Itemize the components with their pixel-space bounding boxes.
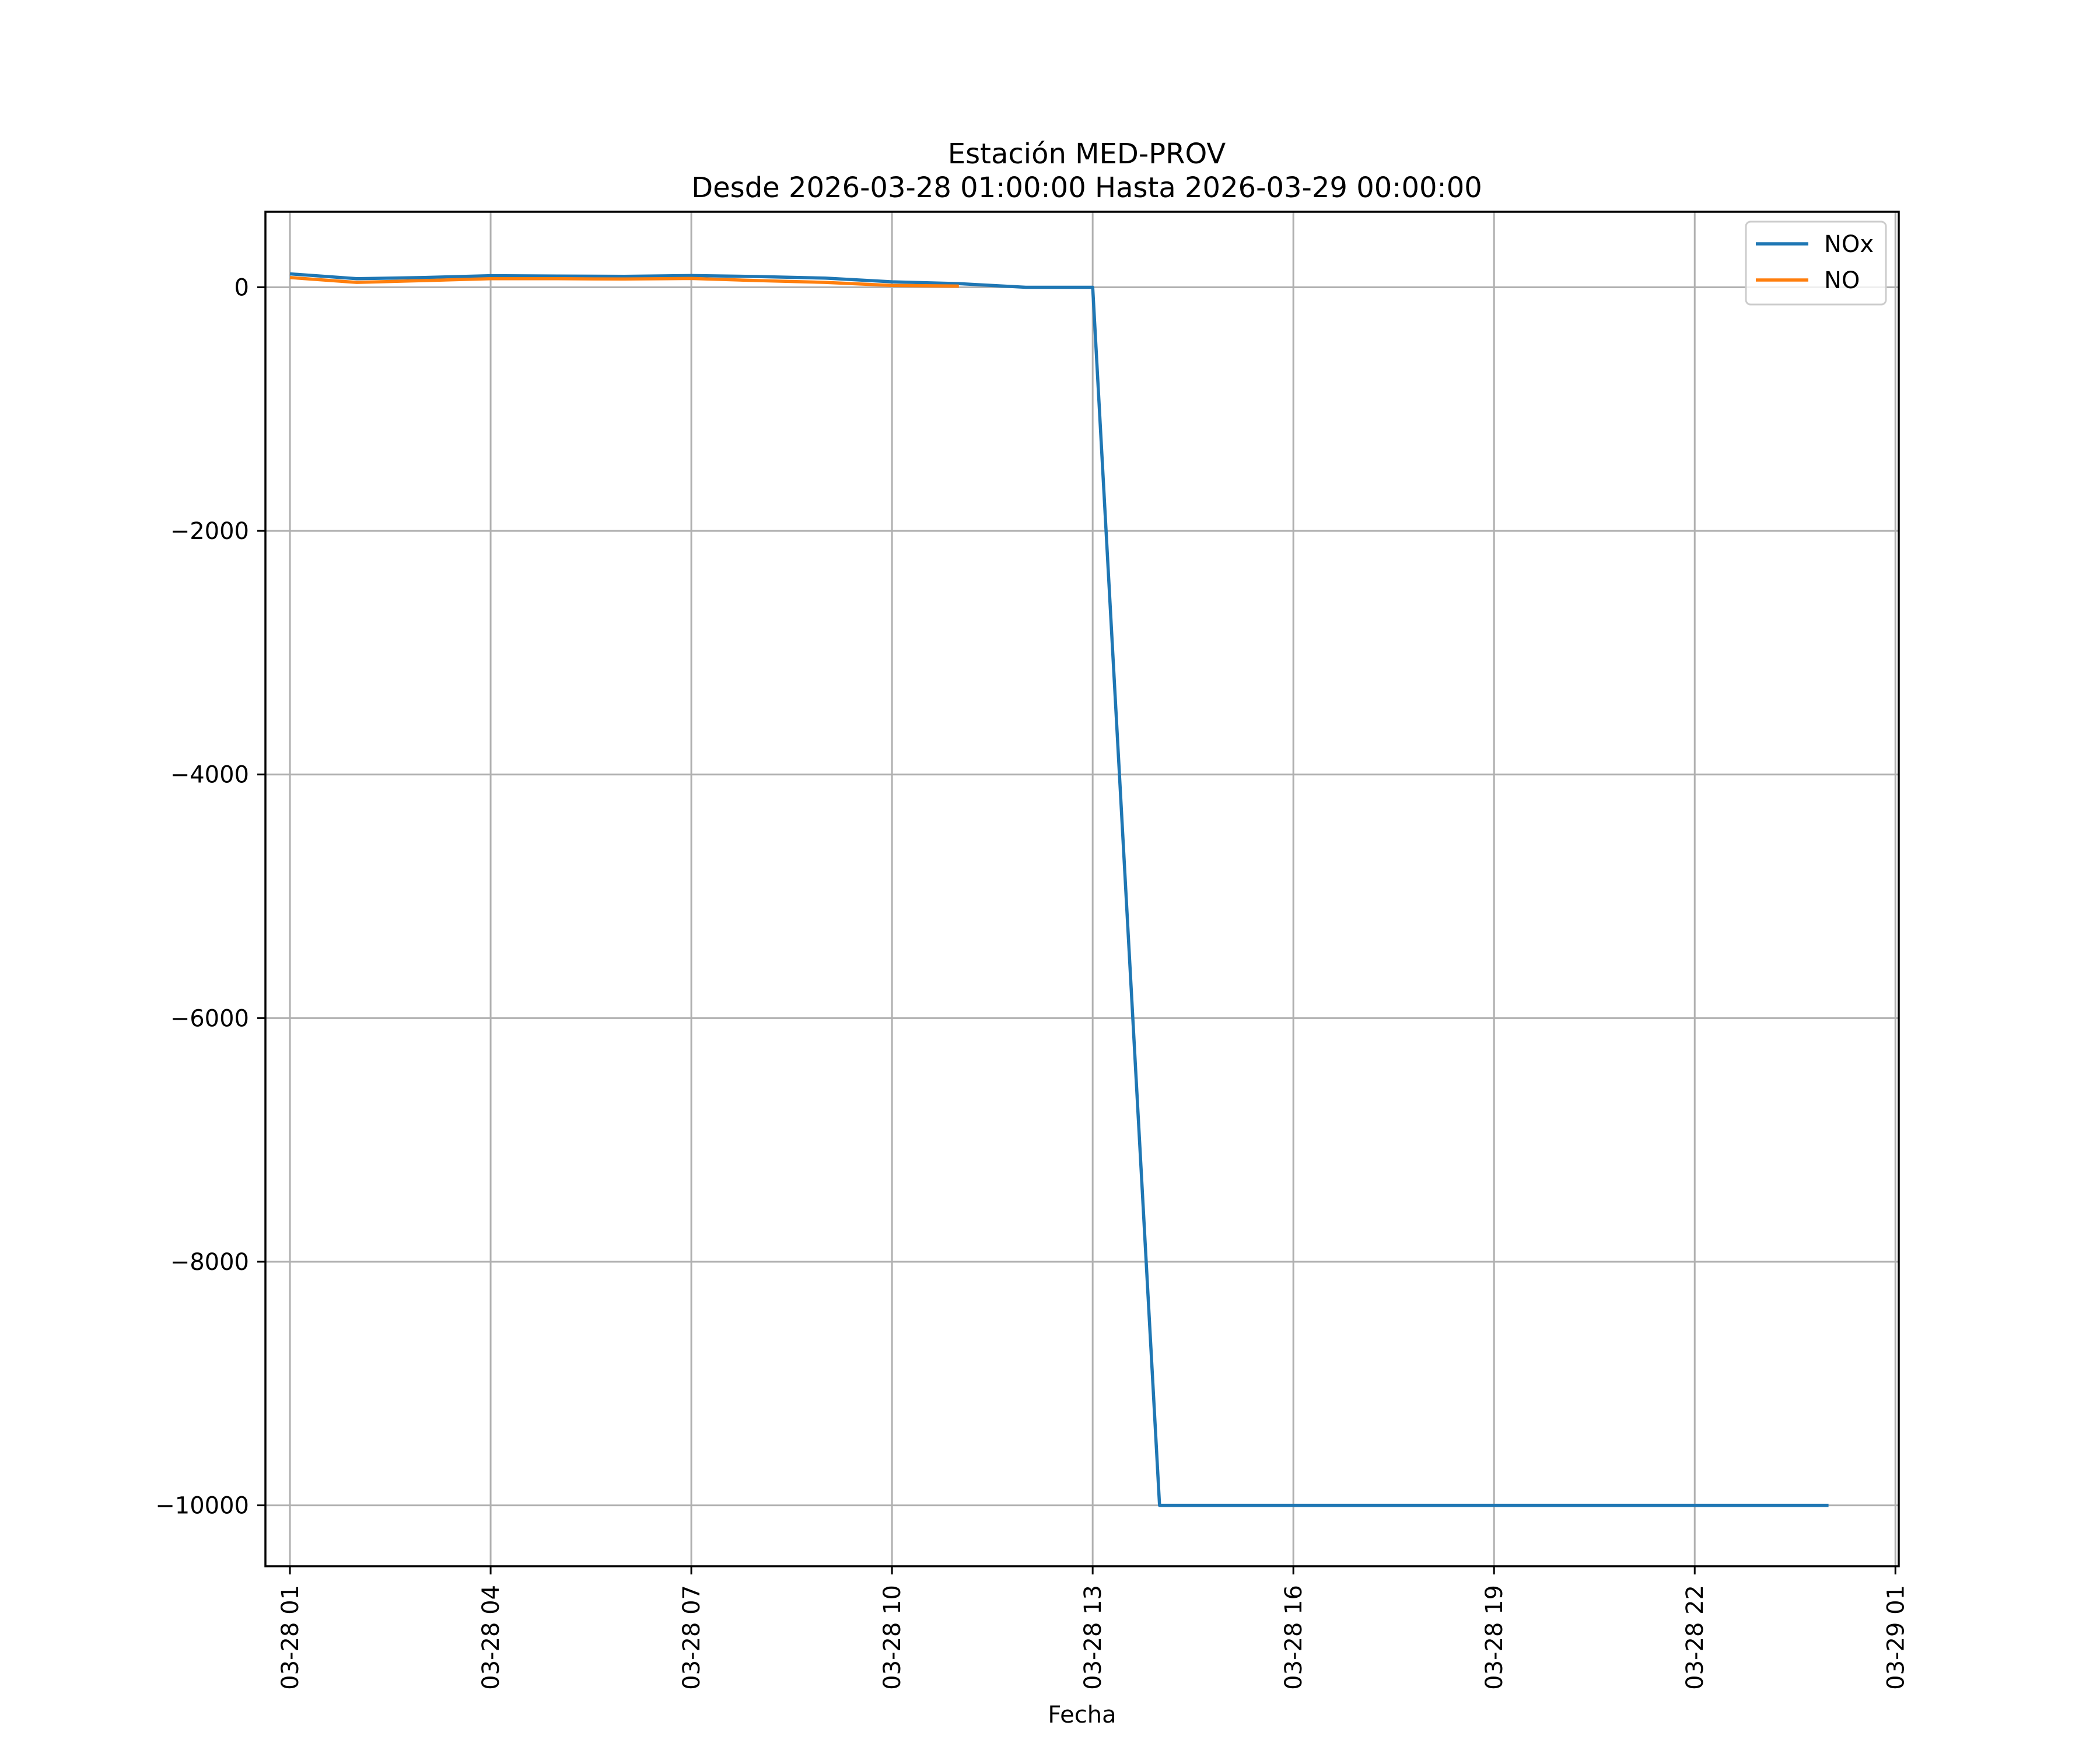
series-line-nox <box>289 272 1829 1507</box>
x-tick-label: 03-29 01 <box>1882 1585 1909 1690</box>
chart-title: Estación MED-PROV <box>948 138 1226 170</box>
x-axis-label: Fecha <box>1048 1702 1116 1728</box>
y-tick-label: 0 <box>235 274 249 301</box>
legend-label-nox: NOx <box>1824 231 1874 258</box>
x-tick-label: 03-28 07 <box>678 1585 705 1690</box>
chart-subtitle: Desde 2026-03-28 01:00:00 Hasta 2026-03-… <box>691 172 1482 204</box>
x-tick-label: 03-28 13 <box>1080 1585 1107 1690</box>
x-tick-label: 03-28 01 <box>277 1585 304 1690</box>
y-tick-label: −6000 <box>170 1005 249 1032</box>
legend: NOx NO <box>1745 220 1887 306</box>
axes-frame <box>264 211 1900 1567</box>
ticks: 03-28 01 03-28 04 03-28 07 03-28 10 03-28 13… <box>155 274 1909 1689</box>
x-tick-label: 03-28 16 <box>1280 1585 1307 1690</box>
x-tick-label: 03-28 04 <box>478 1585 505 1690</box>
y-tick-label: −4000 <box>170 762 249 789</box>
x-tick-label: 03-28 19 <box>1481 1585 1508 1690</box>
series-line-no <box>289 276 959 288</box>
x-tick-label: 03-28 22 <box>1682 1585 1709 1690</box>
y-tick-label: −2000 <box>170 518 249 545</box>
x-tick-label: 03-28 10 <box>879 1585 906 1690</box>
series-layer <box>289 272 1829 1507</box>
legend-label-no: NO <box>1824 267 1860 294</box>
y-tick-label: −8000 <box>170 1249 249 1276</box>
y-tick-label: −10000 <box>155 1493 249 1520</box>
